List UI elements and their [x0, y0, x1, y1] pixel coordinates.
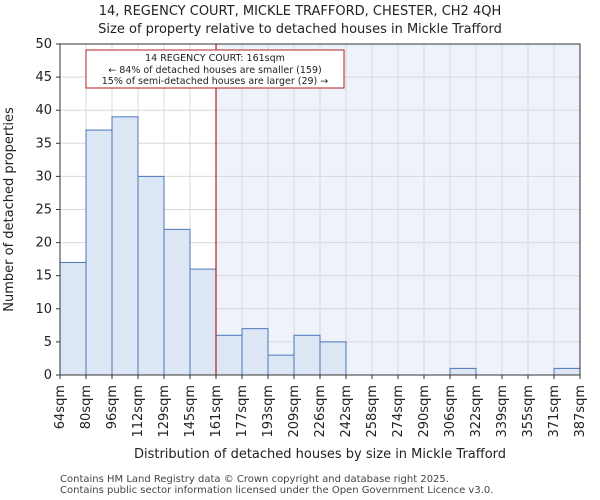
y-tick-label: 40	[35, 103, 52, 118]
chart-subtitle: Size of property relative to detached ho…	[98, 22, 502, 37]
x-tick-label: 322sqm	[469, 385, 484, 438]
x-tick-label: 129sqm	[157, 385, 172, 438]
bar-112sqm	[137, 175, 165, 376]
x-tick-label: 274sqm	[391, 385, 406, 438]
bar-145sqm	[189, 268, 217, 376]
y-tick-label: 5	[44, 335, 52, 350]
y-tick-label: 15	[35, 269, 52, 284]
x-tick-label: 193sqm	[261, 385, 276, 438]
annotation-frame	[85, 49, 345, 89]
y-axis-label: Number of detached properties	[2, 107, 17, 312]
bar-80sqm	[85, 129, 113, 376]
x-tick-label: 96sqm	[105, 385, 120, 429]
bar-96sqm	[111, 116, 139, 376]
x-tick-label: 112sqm	[131, 385, 146, 438]
y-tick-label: 50	[35, 37, 52, 52]
annotation-line2: ← 84% of detached houses are smaller (15…	[108, 65, 321, 76]
x-tick-label: 64sqm	[53, 385, 68, 429]
y-tick-label: 30	[35, 169, 52, 184]
y-tick-label: 0	[44, 368, 52, 383]
x-tick-label: 290sqm	[417, 385, 432, 438]
x-tick-label: 177sqm	[235, 385, 250, 438]
x-tick-label: 371sqm	[547, 385, 562, 438]
y-tick-label: 45	[35, 70, 52, 85]
y-tick-label: 10	[35, 302, 52, 317]
x-axis-ticks: 64sqm 80sqm 96sqm 112sqm 129sqm 145sqm 161sqm 1…	[53, 375, 588, 438]
bar-193sqm	[267, 354, 295, 376]
y-axis-ticks: 0 5 10 15 20 25 30 35 40 45 50	[35, 37, 60, 383]
bar-161sqm	[215, 334, 243, 376]
x-tick-label: 226sqm	[313, 385, 328, 438]
bar-64sqm	[59, 261, 87, 376]
x-tick-label: 258sqm	[365, 385, 380, 438]
footer-licence: Contains public sector information licen…	[60, 485, 494, 496]
bar-306sqm	[449, 367, 477, 376]
x-tick-label: 209sqm	[287, 385, 302, 438]
bar-129sqm	[163, 228, 191, 376]
bar-371sqm	[553, 367, 581, 376]
annotation-line1: 14 REGENCY COURT: 161sqm	[145, 53, 285, 64]
annotation-box: 14 REGENCY COURT: 161sqm ← 84% of detach…	[85, 49, 345, 89]
x-tick-label: 339sqm	[495, 385, 510, 438]
x-tick-label: 145sqm	[183, 385, 198, 438]
x-tick-label: 355sqm	[521, 385, 536, 438]
y-tick-label: 25	[35, 203, 52, 218]
footer-copyright: Contains HM Land Registry data © Crown c…	[60, 474, 449, 485]
y-tick-label: 35	[35, 136, 52, 151]
x-tick-label: 387sqm	[573, 385, 588, 438]
x-tick-label: 242sqm	[339, 385, 354, 438]
annotation-line3: 15% of semi-detached houses are larger (…	[102, 76, 329, 87]
bar-226sqm	[319, 341, 347, 376]
bar-177sqm	[241, 328, 269, 376]
x-axis-label: Distribution of detached houses by size …	[134, 447, 506, 462]
x-tick-label: 306sqm	[443, 385, 458, 438]
x-tick-label: 80sqm	[79, 385, 94, 429]
x-tick-label: 161sqm	[209, 385, 224, 438]
bar-209sqm	[293, 334, 321, 376]
bars	[59, 116, 581, 376]
chart-title-line1: 14, REGENCY COURT, MICKLE TRAFFORD, CHES…	[98, 4, 502, 19]
y-tick-label: 20	[35, 236, 52, 251]
